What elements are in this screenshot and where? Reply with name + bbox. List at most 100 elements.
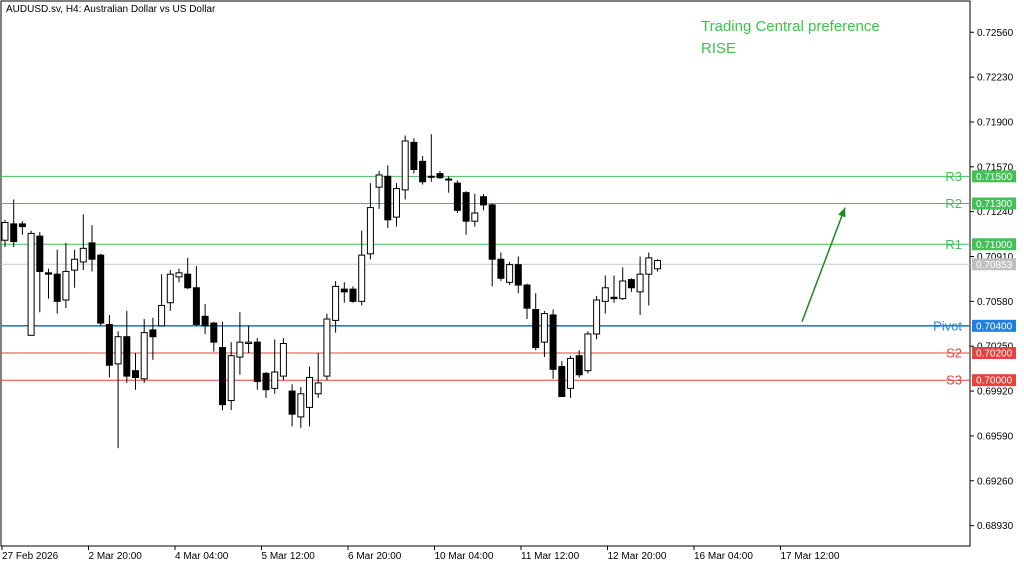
candle[interactable]	[410, 141, 418, 171]
candle[interactable]	[453, 182, 461, 211]
candle[interactable]	[366, 207, 374, 255]
candle[interactable]	[10, 223, 18, 243]
candle[interactable]	[184, 273, 192, 289]
candle[interactable]	[88, 242, 96, 260]
candle[interactable]	[427, 175, 435, 178]
candle[interactable]	[105, 323, 113, 366]
candle[interactable]	[567, 357, 574, 389]
candle[interactable]	[549, 314, 557, 370]
candle[interactable]	[245, 341, 253, 344]
candle[interactable]	[558, 366, 566, 397]
candle[interactable]	[480, 196, 487, 206]
time-tick-label: 16 Mar 04:00	[694, 551, 753, 562]
candle[interactable]	[27, 232, 35, 336]
time-tick-label: 17 Mar 12:00	[781, 551, 840, 562]
candle[interactable]	[18, 223, 26, 228]
price-tick-label: 0.72560	[977, 28, 1014, 39]
candle[interactable]	[53, 273, 61, 302]
time-tick-label: 11 Mar 12:00	[521, 551, 580, 562]
candle[interactable]	[271, 371, 279, 389]
time-tick-label: 2 Mar 20:00	[89, 551, 143, 562]
candle[interactable]	[627, 279, 635, 289]
time-tick-label: 6 Mar 20:00	[348, 551, 402, 562]
candle[interactable]	[575, 355, 583, 376]
price-tick-label: 0.69260	[977, 476, 1014, 487]
candle[interactable]	[636, 273, 644, 293]
candle[interactable]	[297, 393, 305, 418]
candle[interactable]	[36, 235, 44, 272]
candle[interactable]	[593, 299, 601, 335]
candle[interactable]	[488, 204, 496, 260]
candle[interactable]	[253, 341, 261, 383]
candle[interactable]	[401, 140, 409, 191]
candle[interactable]	[532, 309, 540, 349]
current-price-label: 0.70853	[976, 260, 1013, 271]
candle[interactable]	[610, 296, 618, 300]
level-price-label-pivot: 0.70400	[976, 321, 1013, 332]
level-name-s2: S2	[946, 346, 962, 361]
level-price-label-r2: 0.71300	[976, 199, 1013, 210]
candle[interactable]	[601, 287, 609, 302]
candle[interactable]	[645, 257, 653, 275]
candle[interactable]	[445, 178, 453, 181]
candle[interactable]	[462, 192, 470, 222]
candle[interactable]	[619, 280, 627, 300]
level-price-label-s2: 0.70200	[976, 349, 1013, 360]
price-tick-label: 0.70580	[977, 297, 1014, 308]
candle[interactable]	[584, 333, 592, 372]
candle[interactable]	[210, 322, 218, 343]
candle[interactable]	[140, 332, 148, 380]
candle[interactable]	[132, 370, 139, 378]
time-tick-label: 5 Mar 12:00	[262, 551, 316, 562]
level-name-r1: R1	[945, 237, 962, 252]
candle[interactable]	[149, 329, 157, 338]
candle[interactable]	[192, 287, 200, 325]
candle[interactable]	[540, 313, 548, 343]
candle[interactable]	[436, 173, 444, 179]
candle[interactable]	[123, 336, 131, 377]
time-tick-label: 27 Feb 2026	[2, 551, 59, 562]
candle[interactable]	[419, 160, 427, 183]
candle[interactable]	[654, 260, 661, 270]
candle[interactable]	[158, 304, 166, 327]
candle[interactable]	[1, 222, 9, 241]
candle[interactable]	[375, 174, 383, 188]
candle[interactable]	[471, 212, 479, 222]
candle[interactable]	[506, 264, 514, 283]
candle[interactable]	[279, 342, 287, 377]
candle[interactable]	[358, 254, 366, 302]
candle[interactable]	[332, 285, 340, 321]
level-price-label-r1: 0.71000	[976, 240, 1013, 251]
candle[interactable]	[97, 254, 105, 324]
level-price-box-pivot	[972, 319, 1016, 332]
candle[interactable]	[314, 382, 322, 395]
candle[interactable]	[384, 175, 392, 221]
candle[interactable]	[79, 247, 87, 263]
candle[interactable]	[393, 188, 400, 218]
candle[interactable]	[288, 390, 296, 415]
plot-frame	[0, 0, 971, 547]
price-tick-label: 0.69920	[977, 387, 1014, 398]
preference-arrow-shaft	[801, 207, 846, 323]
candle[interactable]	[497, 258, 505, 279]
candle[interactable]	[175, 272, 183, 278]
candle[interactable]	[201, 315, 209, 327]
candle[interactable]	[166, 273, 174, 304]
candle[interactable]	[219, 347, 226, 406]
candle[interactable]	[45, 272, 52, 275]
candle[interactable]	[114, 336, 122, 365]
candle[interactable]	[71, 258, 79, 271]
candle[interactable]	[262, 372, 270, 391]
candle[interactable]	[349, 288, 357, 302]
candle[interactable]	[227, 355, 235, 402]
candle[interactable]	[62, 270, 70, 301]
candle[interactable]	[514, 264, 522, 286]
candle[interactable]	[340, 288, 348, 293]
candle[interactable]	[236, 341, 244, 358]
candle[interactable]	[523, 284, 531, 309]
candle[interactable]	[306, 376, 313, 408]
level-name-pivot: Pivot	[933, 318, 962, 333]
candle[interactable]	[323, 318, 331, 377]
chart-title: AUDUSD.sv, H4: Australian Dollar vs US D…	[6, 4, 216, 15]
